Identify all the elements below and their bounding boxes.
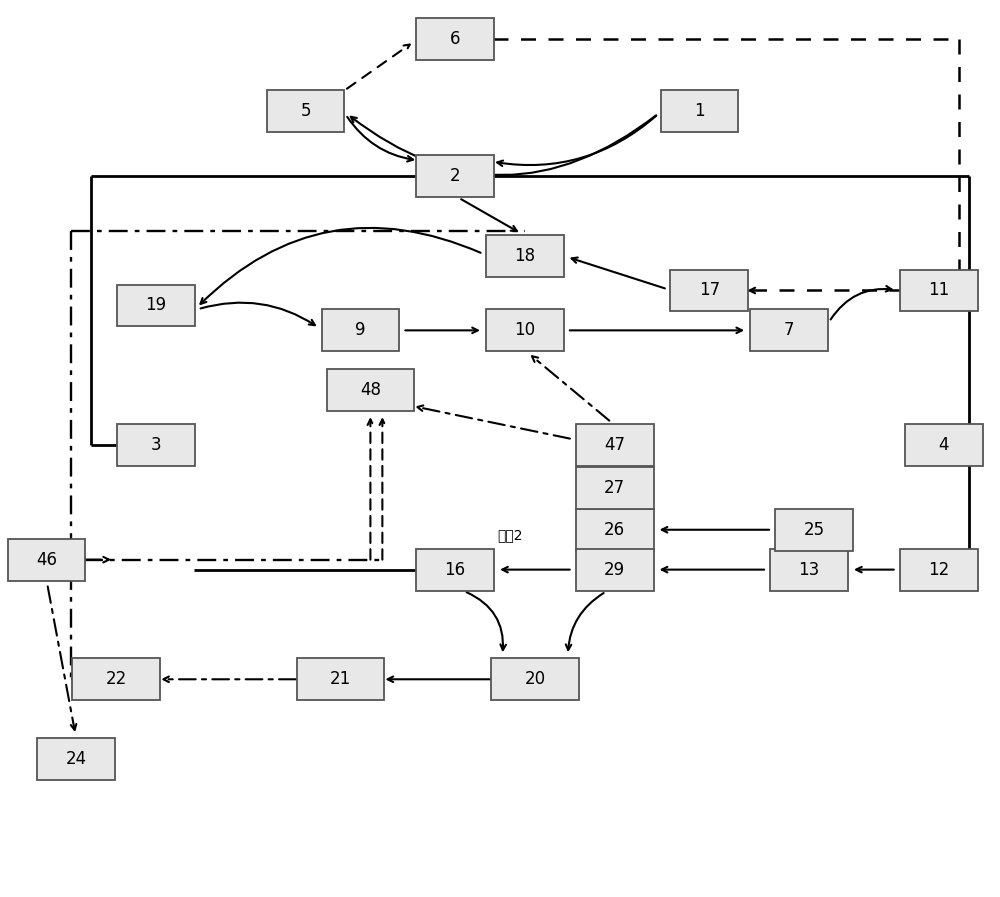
FancyBboxPatch shape (661, 90, 738, 132)
Text: 2: 2 (450, 167, 460, 185)
Text: 10: 10 (514, 321, 535, 339)
FancyBboxPatch shape (750, 309, 828, 352)
Text: 46: 46 (36, 551, 57, 569)
FancyBboxPatch shape (416, 18, 494, 60)
FancyBboxPatch shape (416, 155, 494, 196)
Text: 5: 5 (300, 102, 311, 120)
FancyBboxPatch shape (486, 235, 564, 276)
FancyBboxPatch shape (297, 658, 384, 701)
FancyBboxPatch shape (900, 549, 978, 590)
FancyBboxPatch shape (576, 467, 654, 509)
Text: 24: 24 (66, 750, 87, 768)
Text: 48: 48 (360, 381, 381, 399)
Text: 17: 17 (699, 282, 720, 300)
Text: 3: 3 (151, 436, 161, 454)
Text: 18: 18 (514, 247, 535, 265)
Text: 22: 22 (106, 670, 127, 688)
FancyBboxPatch shape (117, 424, 195, 466)
FancyBboxPatch shape (267, 90, 344, 132)
FancyBboxPatch shape (576, 549, 654, 590)
Text: 19: 19 (146, 296, 167, 315)
FancyBboxPatch shape (327, 370, 414, 411)
FancyBboxPatch shape (491, 658, 579, 701)
Text: 12: 12 (928, 561, 949, 579)
Text: 26: 26 (604, 521, 625, 539)
FancyBboxPatch shape (8, 539, 85, 580)
Text: 1: 1 (694, 102, 705, 120)
Text: 25: 25 (803, 521, 825, 539)
Text: 27: 27 (604, 479, 625, 497)
Text: 20: 20 (524, 670, 545, 688)
Text: 9: 9 (355, 321, 366, 339)
FancyBboxPatch shape (905, 424, 983, 466)
FancyBboxPatch shape (900, 270, 978, 311)
FancyBboxPatch shape (775, 509, 853, 551)
Text: 29: 29 (604, 561, 625, 579)
FancyBboxPatch shape (670, 270, 748, 311)
FancyBboxPatch shape (486, 309, 564, 352)
Text: 连接1: 连接1 (607, 527, 632, 542)
Text: 7: 7 (784, 321, 794, 339)
Text: 6: 6 (450, 30, 460, 48)
Text: 连接2: 连接2 (497, 527, 523, 542)
Text: 13: 13 (798, 561, 820, 579)
FancyBboxPatch shape (117, 284, 195, 327)
FancyBboxPatch shape (416, 549, 494, 590)
Text: 21: 21 (330, 670, 351, 688)
FancyBboxPatch shape (576, 509, 654, 551)
FancyBboxPatch shape (37, 738, 115, 780)
Text: 4: 4 (938, 436, 949, 454)
FancyBboxPatch shape (322, 309, 399, 352)
Text: 47: 47 (604, 436, 625, 454)
Text: 16: 16 (445, 561, 466, 579)
FancyBboxPatch shape (72, 658, 160, 701)
Text: 11: 11 (928, 282, 949, 300)
FancyBboxPatch shape (770, 549, 848, 590)
FancyBboxPatch shape (576, 424, 654, 466)
